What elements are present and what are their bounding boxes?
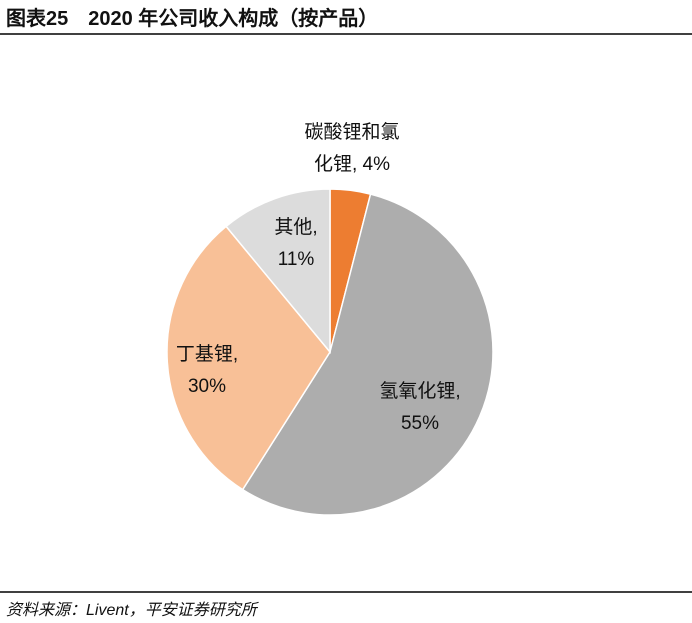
chart-title: 图表25 2020 年公司收入构成（按产品） (6, 8, 379, 30)
value-label: 11% (277, 249, 315, 270)
value-label: 4% (362, 154, 391, 175)
slice-label: 丁基锂, 30% (162, 339, 252, 403)
category-label: 其他, (274, 217, 318, 238)
category-label: 丁基锂, (175, 344, 239, 365)
pie-slice (241, 193, 494, 516)
value-label: 30% (187, 376, 227, 397)
category-label: 氢氧化锂, (379, 381, 461, 402)
pie-slice (225, 188, 331, 355)
slice-label: 碳酸锂和氯化锂, 4% (297, 117, 407, 181)
slice-label: 其他, 11% (256, 212, 336, 276)
category-label: 碳酸锂和氯化锂, (304, 122, 400, 175)
value-label: 55% (400, 413, 440, 434)
slice-label: 氢氧化锂, 55% (360, 376, 480, 440)
pie-slice (166, 225, 331, 491)
source-note: 资料来源：Livent，平安证券研究所 (6, 602, 257, 619)
